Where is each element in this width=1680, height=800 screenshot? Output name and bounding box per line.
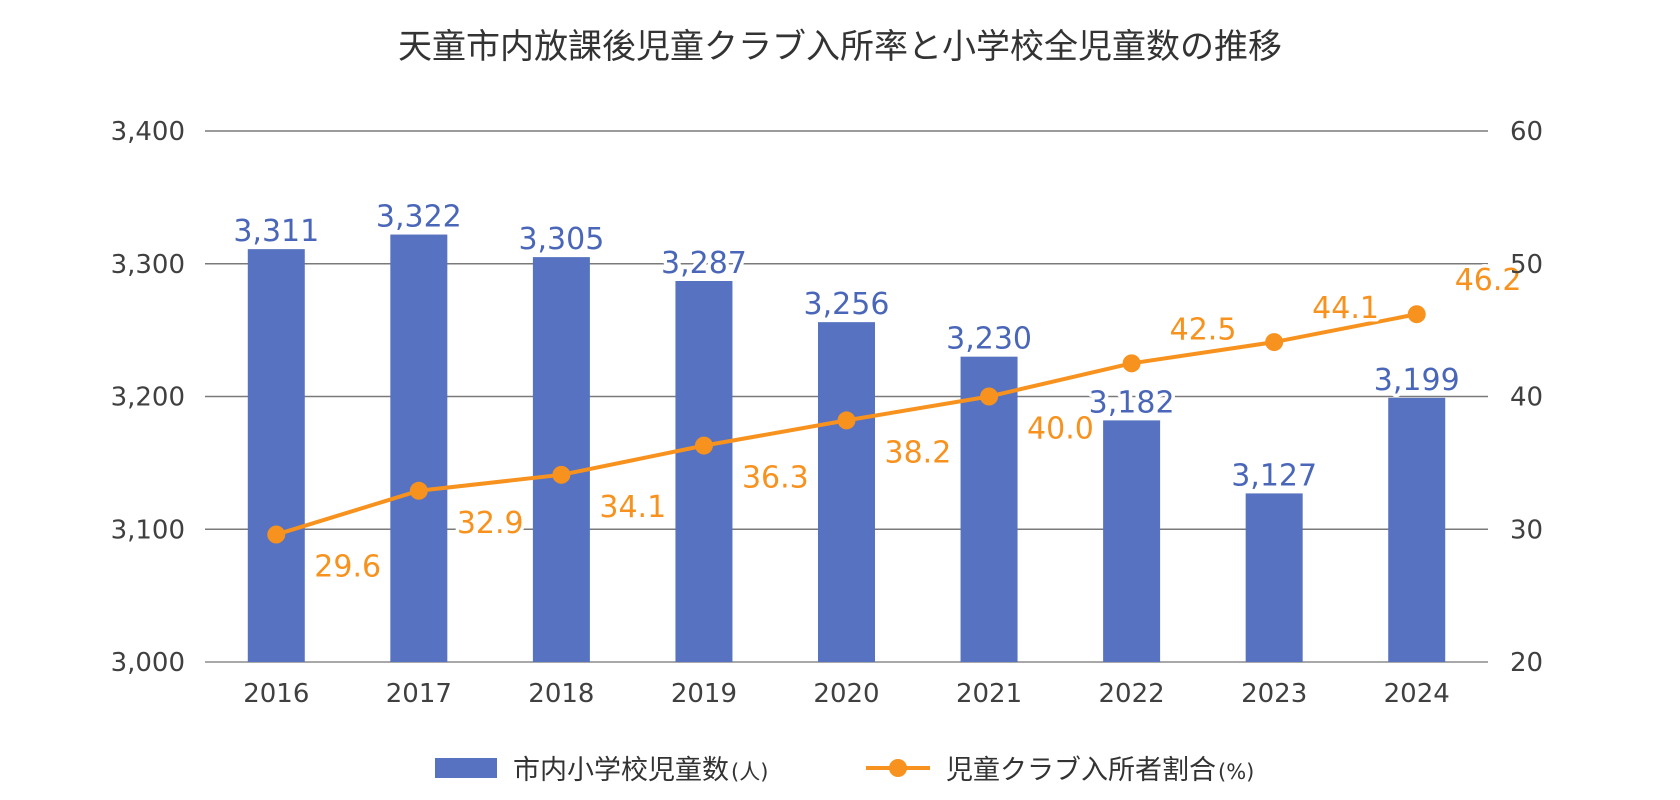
legend-line-unit: (%) [1218,760,1254,784]
line-point [694,436,713,455]
line-point [837,411,856,430]
x-tick-label: 2016 [243,679,309,709]
x-tick-label: 2018 [528,679,594,709]
y-left-tick-label: 3,200 [111,383,185,413]
bar-value-label: 3,230 [946,322,1032,357]
bar-value-label: 3,322 [376,200,462,235]
bar-value-label: 3,127 [1231,458,1317,493]
x-tick-label: 2023 [1241,679,1307,709]
legend-bar-name: 市内小学校児童数 [513,755,729,786]
legend-bar-label: 市内小学校児童数(人) [513,755,768,786]
y-right-tick-label: 60 [1510,117,1543,147]
bar [1103,420,1161,662]
bar-value-label: 3,287 [661,246,747,281]
legend-bar-swatch [435,758,497,778]
bar [960,356,1018,662]
x-tick-label: 2022 [1099,679,1165,709]
x-tick-label: 2019 [671,679,737,709]
line-point [980,387,999,406]
y-left-tick-label: 3,400 [111,117,185,147]
bar [818,322,875,662]
y-right-tick-label: 30 [1510,515,1543,545]
bar-series [247,234,1446,663]
line-value-label: 44.1 [1312,291,1379,326]
legend-line-name: 児童クラブ入所者割合 [946,755,1216,786]
line-value-label: 36.3 [742,461,809,496]
line-value-label: 46.2 [1455,263,1522,298]
line-point [1265,333,1284,352]
line-value-label: 32.9 [457,506,524,541]
line-value-label: 34.1 [599,490,666,525]
y-right-tick-label: 40 [1510,383,1543,413]
line-point [1122,354,1141,373]
axes: 3,000 3,100 3,200 3,300 3,400 20 30 40 50 60 2016 2… [111,117,1544,709]
x-tick-label: 2020 [813,679,879,709]
y-right-tick-label: 50 [1510,250,1543,280]
bar [247,249,305,662]
legend-line-marker [889,759,907,777]
line-series [267,305,1426,544]
bar-value-label: 3,182 [1089,385,1175,420]
data-labels: 3,311 3,322 3,305 3,287 3,256 3,230 3,182 3,127… [230,196,1525,588]
line-value-label: 38.2 [885,435,952,470]
line-point [1407,305,1426,324]
legend: 市内小学校児童数(人) 児童クラブ入所者割合(%) [435,755,1254,786]
legend-line-label: 児童クラブ入所者割合(%) [946,755,1254,786]
bar-value-label: 3,199 [1374,363,1460,398]
y-left-tick-label: 3,100 [111,515,185,545]
line-point [267,525,286,544]
bar-value-label: 3,311 [233,214,319,249]
y-left-tick-label: 3,300 [111,250,185,280]
line-point [552,465,571,484]
x-tick-label: 2021 [956,679,1022,709]
bar [675,281,733,662]
line-point [409,481,428,500]
x-tick-label: 2024 [1384,679,1450,709]
y-left-tick-label: 3,000 [111,648,185,678]
bar-value-label: 3,256 [804,287,890,322]
y-right-tick-label: 20 [1510,648,1543,678]
bar-value-label: 3,305 [518,222,604,257]
line-value-label: 40.0 [1027,412,1094,447]
bar [532,257,590,662]
bar [390,234,448,663]
chart-title: 天童市内放課後児童クラブ入所率と小学校全児童数の推移 [398,27,1282,67]
line-value-label: 29.6 [314,550,381,585]
x-tick-label: 2017 [386,679,452,709]
bar [1388,397,1446,662]
bar [1245,493,1303,662]
line-value-label: 42.5 [1170,312,1237,347]
legend-bar-unit: (人) [731,760,768,784]
